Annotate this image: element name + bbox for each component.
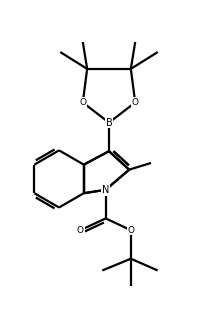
Text: O: O	[132, 98, 139, 107]
Text: O: O	[79, 98, 86, 107]
Text: O: O	[77, 226, 84, 235]
Text: O: O	[127, 226, 134, 235]
Text: N: N	[102, 185, 109, 195]
Text: B: B	[106, 118, 112, 128]
